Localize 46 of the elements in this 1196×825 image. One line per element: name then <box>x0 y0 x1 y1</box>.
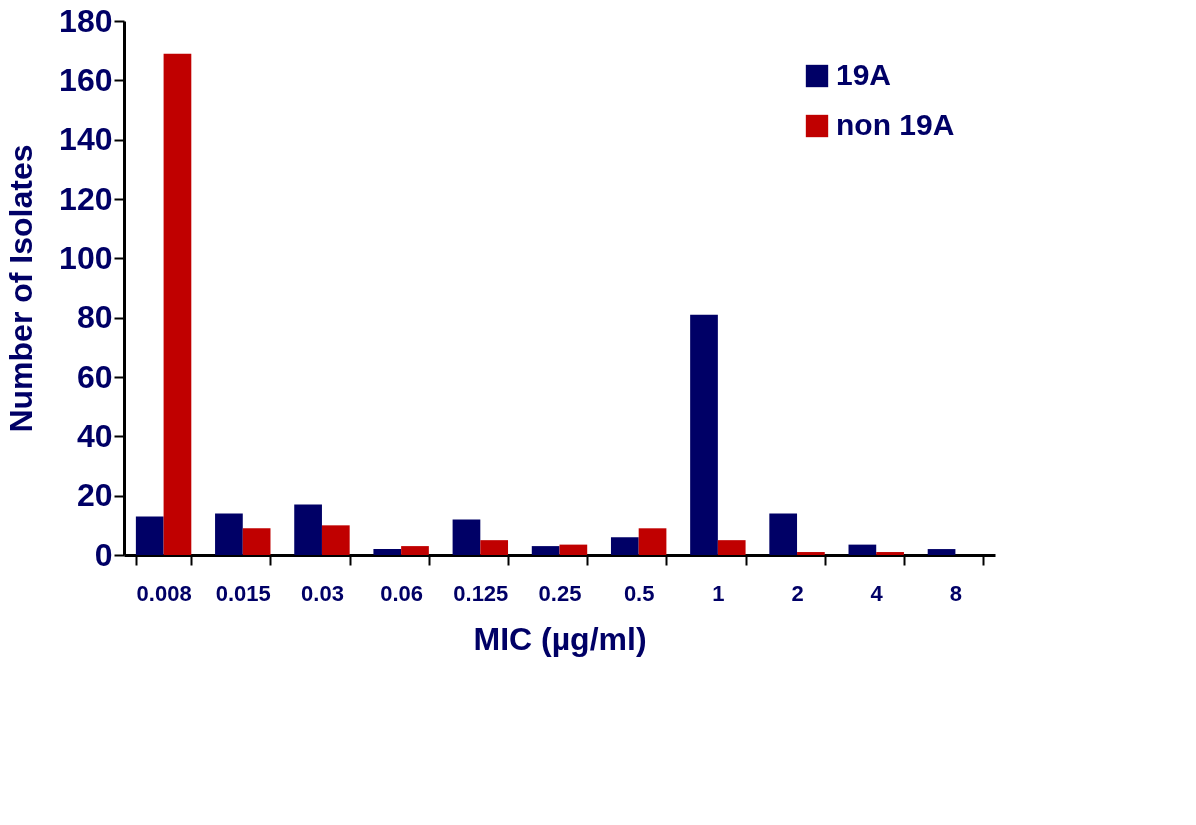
bar <box>452 519 481 555</box>
legend-label: 19A <box>836 58 892 91</box>
bar <box>927 549 956 555</box>
bar <box>242 528 271 555</box>
x-tick-label: 1 <box>712 580 725 606</box>
bar <box>321 525 350 555</box>
legend-label: non 19A <box>836 108 955 141</box>
x-tick-label: 0.125 <box>453 580 509 606</box>
x-tick-label: 8 <box>949 580 963 606</box>
bar <box>690 314 718 555</box>
x-tick-label: 0.015 <box>215 580 271 606</box>
bar <box>876 552 904 555</box>
y-tick-label: 180 <box>59 2 113 39</box>
bar <box>717 540 746 555</box>
bar <box>373 549 402 555</box>
bar <box>135 516 164 555</box>
y-tick-label: 140 <box>59 121 113 158</box>
bar <box>610 537 639 555</box>
bar <box>480 540 509 555</box>
bar <box>163 53 192 555</box>
y-tick-label: 80 <box>76 299 113 336</box>
bar <box>848 544 877 555</box>
y-tick-label: 40 <box>76 417 113 454</box>
x-tick-label: 0.25 <box>538 580 582 606</box>
bar <box>294 504 322 555</box>
y-tick-label: 0 <box>94 536 113 573</box>
y-tick-label: 20 <box>76 477 113 514</box>
y-tick-label: 120 <box>59 180 113 217</box>
y-tick-label: 100 <box>59 239 113 276</box>
y-tick-label: 60 <box>76 358 113 395</box>
bar <box>797 552 825 555</box>
x-tick-label: 0.008 <box>136 580 192 606</box>
bar <box>401 546 429 555</box>
y-tick-label: 160 <box>59 61 113 98</box>
x-tick-label: 2 <box>791 580 804 606</box>
x-tick-label: 0.5 <box>623 580 655 606</box>
x-tick-label: 0.06 <box>380 580 424 606</box>
bar <box>559 544 588 555</box>
bar <box>638 528 667 555</box>
x-tick-label: 4 <box>870 580 884 606</box>
bar <box>215 513 243 555</box>
x-axis-title: MIC (µg/ml) <box>473 620 647 657</box>
y-axis-title: Number of Isolates <box>3 144 40 433</box>
bar <box>531 546 560 555</box>
bar <box>769 513 798 555</box>
x-tick-label: 0.03 <box>301 580 344 606</box>
